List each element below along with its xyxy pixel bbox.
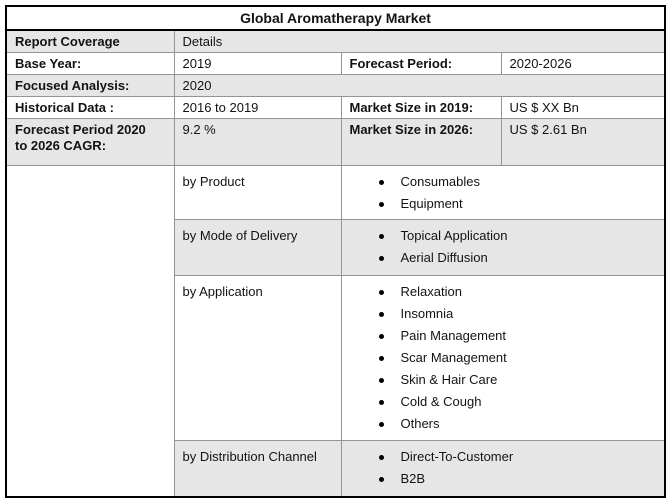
segment-label-mode-of-delivery: by Mode of Delivery — [173, 219, 342, 276]
mode-of-delivery-list: Topical Application Aerial Diffusion — [350, 225, 657, 269]
value-focused-analysis: 2020 — [173, 74, 666, 97]
label-base-year: Base Year: — [5, 52, 175, 75]
list-item: Direct-To-Customer — [350, 446, 657, 468]
list-item: Aerial Diffusion — [350, 247, 657, 269]
list-item-label: Scar Management — [400, 350, 507, 365]
segment-label-product: by Product — [173, 165, 342, 220]
list-item-label: Topical Application — [400, 228, 508, 243]
list-item-label: Others — [400, 416, 440, 431]
list-item: Relaxation — [350, 281, 657, 303]
segment-items-mode-of-delivery: Topical Application Aerial Diffusion — [340, 219, 666, 276]
segment-label-application: by Application — [173, 275, 342, 441]
bullet-icon — [378, 334, 384, 339]
list-item: Insomnia — [350, 303, 657, 325]
bullet-icon — [378, 234, 384, 239]
label-cagr: Forecast Period 2020 to 2026 CAGR: — [5, 118, 175, 166]
bullet-icon — [378, 477, 384, 482]
bullet-icon — [378, 202, 384, 207]
value-forecast-period: 2020-2026 — [500, 52, 666, 75]
bullet-icon — [378, 256, 384, 261]
value-cagr: 9.2 % — [173, 118, 342, 166]
bullet-icon — [378, 400, 384, 405]
list-item: Equipment — [350, 193, 657, 215]
bullet-icon — [378, 180, 384, 185]
segment-items-application: Relaxation Insomnia Pain Management Scar… — [340, 275, 666, 441]
bullet-icon — [378, 455, 384, 460]
label-report-coverage: Report Coverage — [5, 29, 175, 53]
table-title: Global Aromatherapy Market — [5, 5, 666, 31]
list-item: Topical Application — [350, 225, 657, 247]
list-item-label: Aerial Diffusion — [400, 250, 488, 265]
market-report-table: Global Aromatherapy Market Report Covera… — [5, 5, 666, 498]
bullet-icon — [378, 422, 384, 427]
application-list: Relaxation Insomnia Pain Management Scar… — [350, 281, 657, 435]
bullet-icon — [378, 312, 384, 317]
list-item: Cold & Cough — [350, 391, 657, 413]
value-historical-data: 2016 to 2019 — [173, 96, 342, 119]
list-item: Consumables — [350, 171, 657, 193]
bullet-icon — [378, 356, 384, 361]
value-report-coverage: Details — [173, 29, 666, 53]
list-item-label: Insomnia — [400, 306, 454, 321]
list-item-label: Consumables — [400, 174, 481, 189]
list-item-label: Pain Management — [400, 328, 507, 343]
bullet-icon — [378, 378, 384, 383]
list-item: B2B — [350, 468, 657, 490]
list-item-label: Direct-To-Customer — [400, 449, 514, 464]
label-focused-analysis: Focused Analysis: — [5, 74, 175, 97]
segment-label-distribution-channel: by Distribution Channel — [173, 440, 342, 497]
segment-items-distribution-channel: Direct-To-Customer B2B — [340, 440, 666, 497]
label-market-size-2019: Market Size in 2019: — [340, 96, 502, 119]
list-item-label: Relaxation — [400, 284, 462, 299]
segment-items-product: Consumables Equipment — [340, 165, 666, 220]
list-item-label: Skin & Hair Care — [400, 372, 498, 387]
list-item: Pain Management — [350, 325, 657, 347]
value-market-size-2026: US $ 2.61 Bn — [500, 118, 666, 166]
list-item: Skin & Hair Care — [350, 369, 657, 391]
list-item-label: B2B — [400, 471, 426, 486]
distribution-channel-list: Direct-To-Customer B2B — [350, 446, 657, 490]
list-item-label: Cold & Cough — [400, 394, 482, 409]
list-item: Scar Management — [350, 347, 657, 369]
value-market-size-2019: US $ XX Bn — [500, 96, 666, 119]
label-historical-data: Historical Data : — [5, 96, 175, 119]
label-market-size-2026: Market Size in 2026: — [340, 118, 502, 166]
segment-spacer-cell — [5, 165, 175, 497]
list-item-label: Equipment — [400, 196, 463, 211]
product-list: Consumables Equipment — [350, 171, 657, 215]
label-forecast-period: Forecast Period: — [340, 52, 502, 75]
bullet-icon — [378, 290, 384, 295]
list-item: Others — [350, 413, 657, 435]
value-base-year: 2019 — [173, 52, 342, 75]
